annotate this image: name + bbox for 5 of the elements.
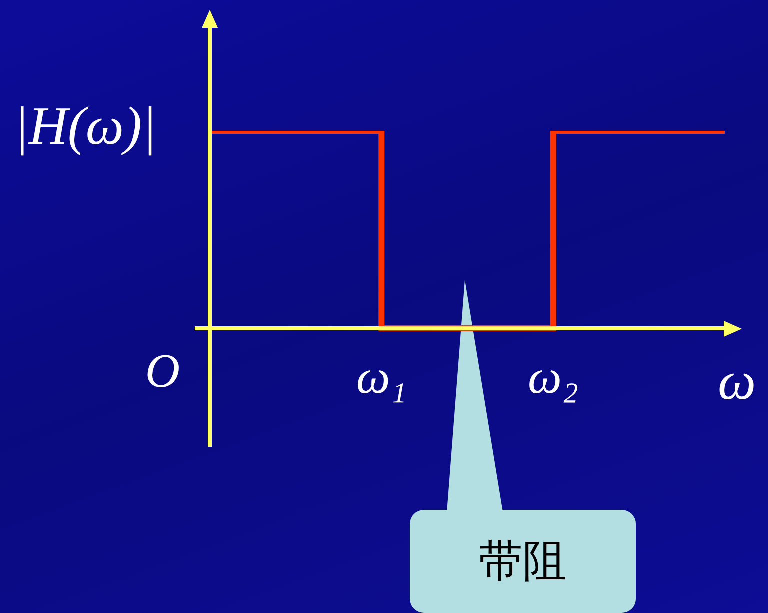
text: O [145,345,180,398]
x-axis-title: ω [718,350,756,412]
x-tick-label: ω₂ [528,351,579,404]
y-axis-title: |H(ω)| [14,95,157,157]
x-tick-label: ω₁ [356,351,407,404]
